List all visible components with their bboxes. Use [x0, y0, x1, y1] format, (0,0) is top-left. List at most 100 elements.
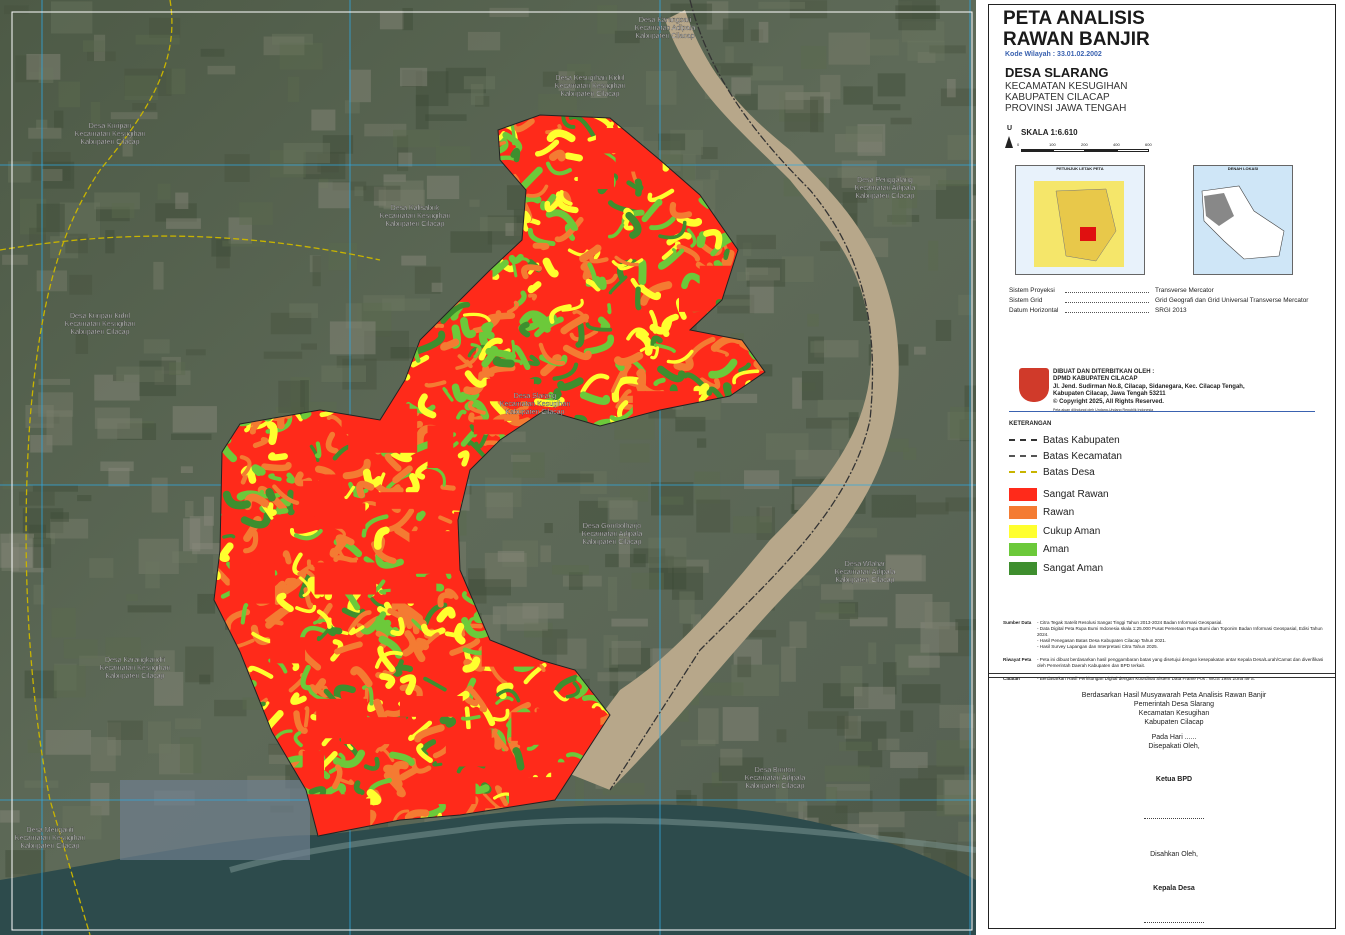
zone-patch: [390, 616, 405, 637]
imagery-patch: [786, 799, 806, 812]
zone-patch: [420, 623, 446, 637]
imagery-patch: [609, 665, 619, 696]
imagery-patch: [29, 72, 42, 79]
legend-label: Batas Kecamatan: [1043, 450, 1122, 462]
note-items: - Berdasarkan Hasil Perhitungan Digital …: [1037, 676, 1333, 682]
imagery-patch: [126, 594, 138, 601]
zone-patch: [534, 139, 560, 157]
inset-graphic: [1201, 185, 1285, 260]
village-label: Kabupaten Cilacap: [835, 577, 894, 584]
imagery-patch: [62, 806, 102, 840]
zone-patch: [478, 329, 495, 348]
imagery-patch: [958, 294, 973, 316]
imagery-patch: [885, 554, 922, 581]
imagery-patch: [659, 555, 674, 590]
village-label: Kecamatan Kesugihan: [75, 131, 146, 138]
imagery-patch: [2, 254, 28, 265]
imagery-patch: [731, 664, 779, 697]
logo: [1019, 368, 1049, 402]
zone-patch: [316, 609, 332, 629]
scale-segment: [1085, 149, 1117, 152]
imagery-patch: [486, 492, 513, 519]
zone-patch: [444, 588, 459, 600]
zone-patch: [286, 472, 296, 484]
zone-patch: [657, 365, 686, 383]
imagery-patch: [866, 39, 899, 56]
legend-title: KETERANGAN: [1009, 421, 1052, 427]
legend-item: Aman: [1009, 543, 1069, 557]
imagery-patch: [750, 29, 764, 41]
imagery-patch: [200, 48, 225, 57]
imagery-patch: [756, 507, 776, 540]
imagery-patch: [609, 500, 638, 520]
zone-patch: [650, 346, 660, 360]
zone-patch: [268, 452, 288, 461]
imagery-patch: [214, 699, 247, 717]
imagery-patch: [487, 215, 524, 245]
inset-highlight: [1080, 227, 1096, 241]
imagery-patch: [30, 435, 53, 453]
zone-patch: [626, 327, 649, 341]
imagery-patch: [364, 330, 410, 361]
projection-dots: [1065, 308, 1149, 313]
village-label: Kecamatan Kesugihan: [15, 835, 86, 842]
imagery-patch: [175, 192, 189, 209]
imagery-patch: [701, 146, 718, 160]
zone-patch: [542, 257, 559, 278]
zone-patch: [344, 485, 356, 500]
imagery-patch: [283, 164, 321, 175]
imagery-patch: [810, 96, 824, 133]
imagery-patch: [696, 438, 707, 448]
imagery-patch: [397, 135, 409, 172]
zone-patch: [721, 249, 735, 269]
imagery-patch: [645, 71, 677, 105]
imagery-patch: [857, 124, 886, 156]
region-code: Kode Wilayah : 33.01.02.2002: [1005, 51, 1102, 58]
zone-patch: [573, 675, 589, 699]
imagery-patch: [38, 392, 74, 417]
imagery-patch: [748, 629, 777, 638]
imagery-patch: [648, 537, 687, 568]
zone-patch: [673, 354, 694, 372]
publisher-line: Kabupaten Cilacap, Jawa Tengah 53211: [1053, 391, 1166, 398]
zone-patch: [332, 749, 366, 769]
imagery-patch: [605, 553, 646, 568]
imagery-patch: [510, 454, 531, 462]
zone-patch: [353, 780, 365, 796]
imagery-patch: [901, 21, 945, 43]
scale-segment: [1053, 149, 1085, 152]
imagery-patch: [94, 192, 140, 210]
zone-patch: [492, 356, 515, 368]
imagery-patch: [567, 63, 591, 80]
kecamatan-boundary: [609, 0, 874, 791]
imagery-patch: [185, 349, 206, 356]
zone-patch: [568, 115, 596, 139]
imagery-patch: [125, 421, 154, 428]
imagery-patch: [710, 170, 719, 180]
imagery-patch: [183, 518, 201, 552]
zone-patch: [666, 349, 694, 364]
imagery-patch: [153, 261, 164, 290]
zone-patch: [424, 380, 447, 388]
zone-patch: [375, 553, 404, 569]
imagery-patch: [611, 618, 648, 627]
zone-patch: [440, 338, 460, 351]
zone-patch: [555, 191, 579, 214]
zone-patch: [379, 672, 396, 689]
imagery-patch: [825, 787, 838, 804]
imagery-patch: [512, 452, 545, 478]
imagery-patch: [24, 780, 59, 788]
imagery-patch: [157, 183, 171, 200]
imagery-patch: [800, 45, 827, 70]
zone-patch: [414, 724, 445, 743]
imagery-patch: [898, 1, 913, 20]
scale-tick-label: 200: [1081, 142, 1088, 147]
imagery-patch: [54, 663, 77, 691]
zone-patch: [469, 424, 477, 433]
imagery-patch: [579, 500, 608, 533]
imagery-patch: [619, 482, 649, 502]
imagery-patch: [633, 548, 666, 564]
imagery-patch: [838, 602, 859, 619]
imagery-patch: [824, 765, 870, 782]
zone-patch: [470, 343, 482, 359]
